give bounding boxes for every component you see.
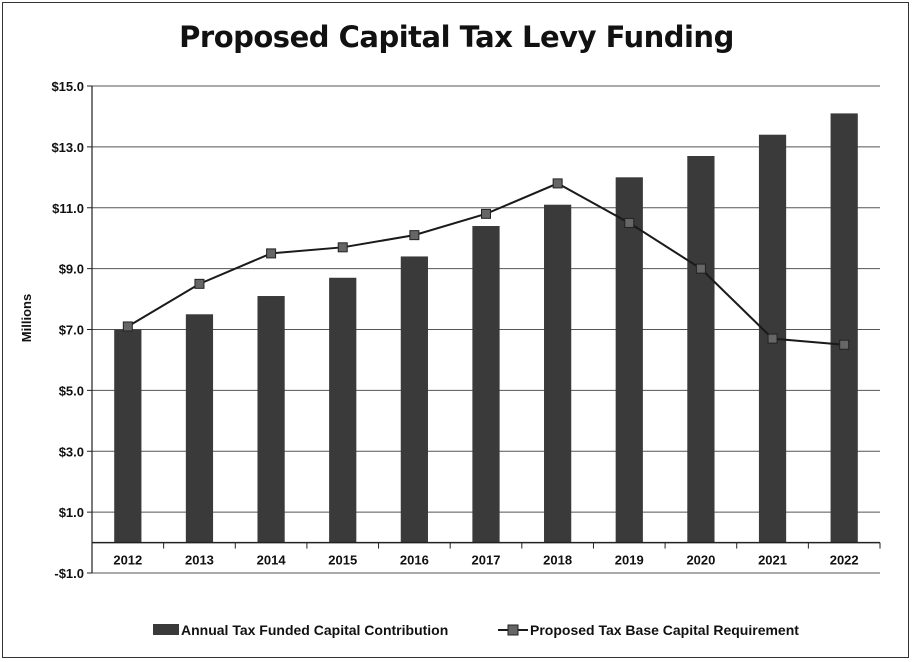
legend-bar-label: Annual Tax Funded Capital Contribution xyxy=(181,622,448,638)
y-tick-label: $11.0 xyxy=(52,201,84,216)
bar xyxy=(472,226,500,543)
legend-line-label: Proposed Tax Base Capital Requirement xyxy=(530,622,799,638)
y-tick-label: $9.0 xyxy=(59,262,84,277)
bar xyxy=(830,113,858,543)
bar xyxy=(544,204,572,543)
bar xyxy=(400,256,428,543)
y-tick-label: $7.0 xyxy=(59,323,84,338)
y-axis: $15.0 $13.0 $11.0 $9.0 $7.0 $5.0 $3.0 $1.0 -$1.0 xyxy=(51,79,93,581)
bar-series xyxy=(114,113,858,543)
line-point xyxy=(624,217,635,228)
y-tick-label: $1.0 xyxy=(59,505,84,520)
legend-bar-swatch xyxy=(153,624,179,635)
bar xyxy=(114,329,142,543)
line-point xyxy=(266,248,277,259)
y-tick-label: $13.0 xyxy=(51,140,84,155)
chart-title: Proposed Capital Tax Levy Funding xyxy=(179,20,734,54)
line-series xyxy=(122,178,850,350)
x-tick-label: 2019 xyxy=(615,553,644,568)
legend-line-marker xyxy=(507,624,519,636)
bar xyxy=(257,296,285,543)
line-point xyxy=(767,333,778,344)
line-point xyxy=(695,263,706,274)
x-tick-label: 2017 xyxy=(472,553,501,568)
y-tick-label: $5.0 xyxy=(59,383,84,398)
y-tick-label: $3.0 xyxy=(59,444,84,459)
x-tick-label: 2022 xyxy=(830,553,859,568)
bar xyxy=(687,156,715,543)
x-tick-label: 2018 xyxy=(543,553,572,568)
line-point xyxy=(122,321,133,332)
line-point xyxy=(839,339,850,350)
x-tick-label: 2014 xyxy=(257,553,287,568)
y-axis-label: Millions xyxy=(19,294,34,342)
y-tick-label: $15.0 xyxy=(51,79,84,94)
x-tick-label: 2015 xyxy=(328,553,357,568)
line-point xyxy=(194,278,205,289)
line-point xyxy=(409,230,420,241)
x-tick-label: 2020 xyxy=(686,553,715,568)
line-point xyxy=(337,242,348,253)
bar xyxy=(615,177,643,543)
line-point xyxy=(552,178,563,189)
bar xyxy=(329,277,357,543)
y-tick-label: -$1.0 xyxy=(54,566,84,581)
x-tick-label: 2021 xyxy=(758,553,787,568)
line-point xyxy=(481,208,491,219)
legend: Annual Tax Funded Capital Contribution P… xyxy=(153,622,799,638)
x-tick-label: 2013 xyxy=(185,553,214,568)
bar xyxy=(185,314,214,543)
x-tick-label: 2016 xyxy=(400,553,429,568)
x-tick-label: 2012 xyxy=(113,553,142,568)
x-axis: 2012 2013 2014 2015 2016 2017 2018 2019 2020 2021… xyxy=(91,541,881,568)
